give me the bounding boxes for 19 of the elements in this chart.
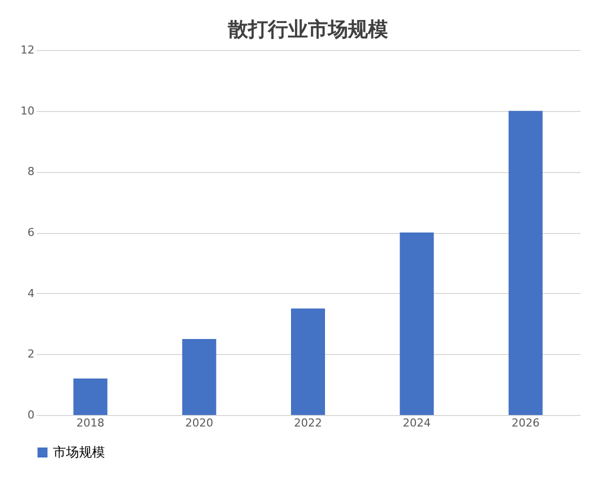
x-tick-label: 2024 (402, 416, 431, 430)
y-tick-label: 6 (28, 226, 34, 239)
y-tick-label: 12 (20, 44, 34, 56)
x-tick-label: 2018 (76, 416, 104, 430)
x-tick-label: 2022 (294, 416, 322, 430)
y-tick-label: 10 (20, 104, 34, 118)
y-tick-label: 8 (28, 165, 34, 178)
bar (508, 110, 543, 415)
bar (400, 232, 434, 415)
bar (182, 338, 216, 415)
y-tick-label: 2 (28, 348, 34, 361)
chart-title: 散打行业市场规模 (227, 17, 388, 41)
y-tick-label: 4 (28, 286, 34, 300)
bar (291, 308, 325, 415)
legend-label: 市场规模 (53, 446, 105, 460)
x-tick-label: 2020 (185, 416, 214, 430)
bar (73, 378, 108, 415)
x-tick-label: 2026 (512, 416, 540, 430)
y-tick-label: 0 (28, 408, 34, 422)
